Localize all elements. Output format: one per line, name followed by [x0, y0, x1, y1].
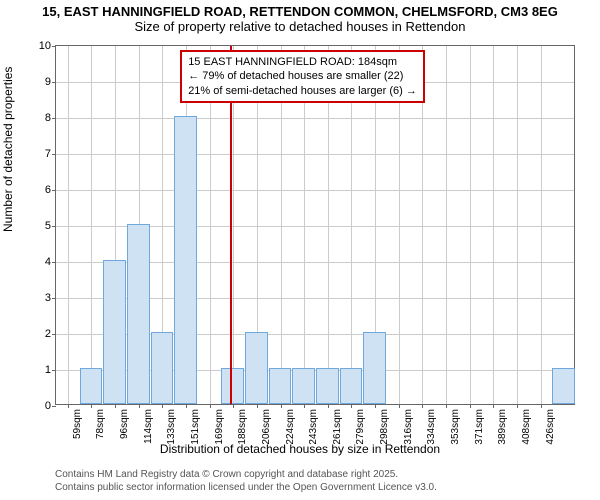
x-tick-mark [68, 404, 69, 408]
annotation-line: ← 79% of detached houses are smaller (22… [188, 69, 417, 83]
x-tick-label: 316sqm [403, 409, 414, 445]
x-tick-label: 151sqm [190, 409, 201, 445]
gridline-v [91, 46, 92, 404]
x-tick-label: 334sqm [426, 409, 437, 445]
x-tick-mark [139, 404, 140, 408]
footer-line2: Contains public sector information licen… [55, 481, 437, 494]
gridline-h [56, 118, 574, 119]
x-tick-label: 224sqm [285, 409, 296, 445]
x-tick-mark [186, 404, 187, 408]
x-tick-label: 371sqm [474, 409, 485, 445]
gridline-v [446, 46, 447, 404]
x-tick-mark [328, 404, 329, 408]
x-axis-label: Distribution of detached houses by size … [0, 442, 600, 456]
histogram-bar [151, 332, 174, 404]
x-tick-label: 114sqm [143, 409, 154, 444]
gridline-v [517, 46, 518, 404]
y-tick-mark [52, 406, 56, 407]
chart-title-main: 15, EAST HANNINGFIELD ROAD, RETTENDON CO… [0, 0, 600, 19]
x-tick-label: 59sqm [72, 409, 83, 439]
gridline-h [56, 190, 574, 191]
histogram-bar [269, 368, 292, 404]
x-tick-mark [399, 404, 400, 408]
x-tick-label: 279sqm [355, 409, 366, 445]
x-tick-label: 133sqm [166, 409, 177, 445]
x-tick-mark [375, 404, 376, 408]
x-tick-mark [517, 404, 518, 408]
annotation-box: 15 EAST HANNINGFIELD ROAD: 184sqm← 79% o… [180, 50, 425, 103]
histogram-bar [292, 368, 315, 404]
y-tick-mark [52, 46, 56, 47]
x-tick-label: 188sqm [237, 409, 248, 445]
gridline-h [56, 154, 574, 155]
x-tick-mark [470, 404, 471, 408]
histogram-bar [316, 368, 339, 404]
x-tick-label: 298sqm [379, 409, 390, 445]
histogram-bar [127, 224, 150, 404]
histogram-bar [552, 368, 575, 404]
x-tick-label: 261sqm [332, 409, 343, 445]
x-tick-mark [91, 404, 92, 408]
histogram-bar [340, 368, 363, 404]
x-tick-mark [493, 404, 494, 408]
histogram-bar [103, 260, 126, 404]
histogram-bar [363, 332, 386, 404]
x-tick-mark [351, 404, 352, 408]
footer-line1: Contains HM Land Registry data © Crown c… [55, 468, 437, 481]
histogram-bar [80, 368, 103, 404]
histogram-bar [174, 116, 197, 404]
x-tick-label: 389sqm [497, 409, 508, 445]
chart-title-sub: Size of property relative to detached ho… [0, 19, 600, 36]
x-tick-mark [210, 404, 211, 408]
annotation-line: 15 EAST HANNINGFIELD ROAD: 184sqm [188, 55, 417, 69]
x-tick-mark [281, 404, 282, 408]
x-tick-mark [422, 404, 423, 408]
x-tick-label: 169sqm [214, 409, 225, 445]
x-tick-label: 96sqm [119, 409, 130, 439]
x-tick-label: 353sqm [450, 409, 461, 445]
x-tick-label: 243sqm [308, 409, 319, 445]
gridline-v [541, 46, 542, 404]
x-tick-mark [162, 404, 163, 408]
histogram-bar [221, 368, 244, 404]
gridline-v [493, 46, 494, 404]
x-tick-label: 408sqm [521, 409, 532, 445]
x-tick-mark [115, 404, 116, 408]
histogram-bar [245, 332, 268, 404]
x-tick-mark [541, 404, 542, 408]
x-tick-mark [257, 404, 258, 408]
gridline-v [68, 46, 69, 404]
x-tick-mark [446, 404, 447, 408]
gridline-v [470, 46, 471, 404]
chart-plot-area: 01234567891059sqm78sqm96sqm114sqm133sqm1… [55, 45, 575, 405]
annotation-line: 21% of semi-detached houses are larger (… [188, 84, 417, 98]
x-tick-label: 206sqm [261, 409, 272, 445]
x-tick-mark [304, 404, 305, 408]
chart-footer: Contains HM Land Registry data © Crown c… [55, 468, 437, 494]
x-tick-label: 426sqm [545, 409, 556, 445]
x-tick-label: 78sqm [95, 409, 106, 439]
y-axis-label: Number of detached properties [1, 67, 15, 232]
x-tick-mark [233, 404, 234, 408]
